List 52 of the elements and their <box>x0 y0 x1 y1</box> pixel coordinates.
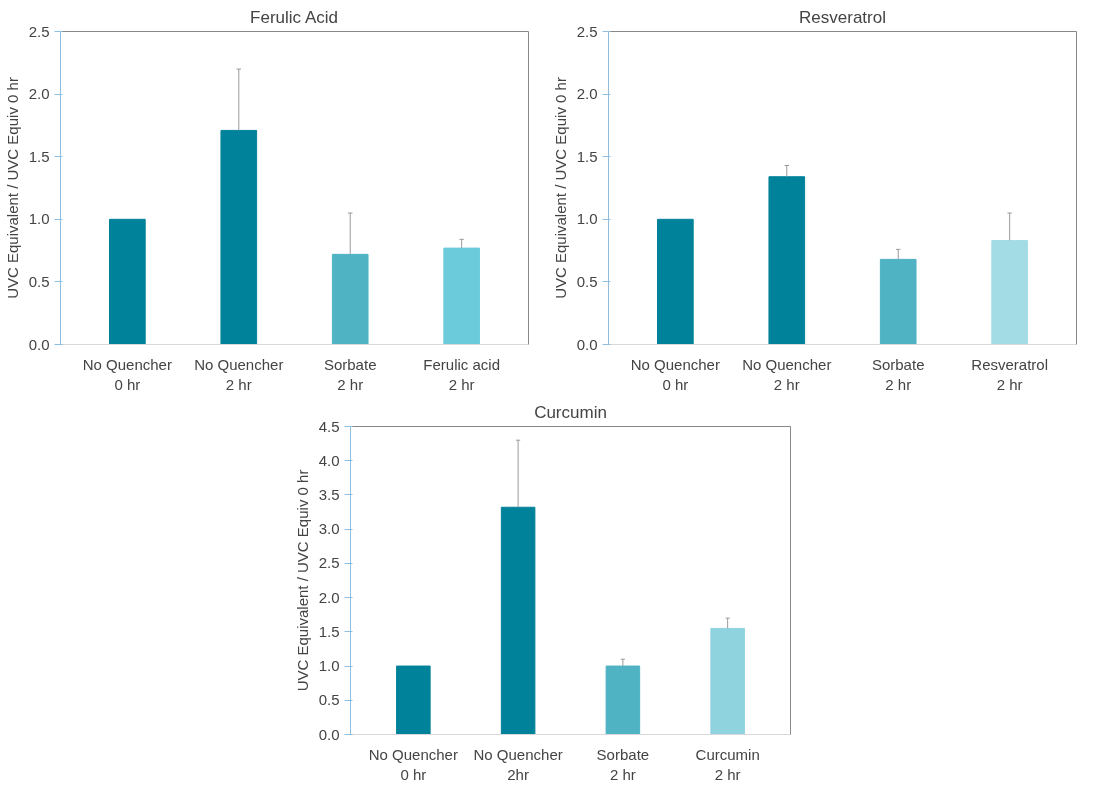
x-tick-label: No Quencher 2 hr <box>194 355 284 393</box>
y-tick-label: 1.0 <box>28 210 50 228</box>
chart-title: Resveratrol <box>799 7 886 27</box>
bar <box>331 253 369 345</box>
y-tick-label: 1.5 <box>28 147 50 165</box>
bar <box>220 129 258 345</box>
bar <box>396 665 431 735</box>
y-tick-label: 2.0 <box>28 85 50 103</box>
bar <box>443 247 480 345</box>
bar <box>991 240 1028 345</box>
chart-title: Ferulic Acid <box>250 7 338 27</box>
x-tick-label: No Quencher 2hr <box>473 745 563 783</box>
bar <box>710 627 745 735</box>
y-tick-label: 1.5 <box>576 147 598 165</box>
bar <box>657 218 694 345</box>
x-tick-label: Resveratrol 2 hr <box>971 355 1048 393</box>
y-tick-label: 1.0 <box>576 210 598 228</box>
y-tick-label: 0.5 <box>576 272 598 290</box>
y-axis-title: UVC Equivalent / UVC Equiv 0 hr <box>551 77 569 299</box>
y-tick-label: 2.0 <box>576 85 598 103</box>
x-tick-label: Curcumin 2 hr <box>695 745 760 783</box>
x-tick-label: No Quencher 0 hr <box>630 355 720 393</box>
y-tick-label: 1.5 <box>318 622 340 640</box>
y-tick-label: 3.5 <box>318 485 340 503</box>
x-tick-label: Ferulic acid 2 hr <box>423 355 500 393</box>
chart-title: Curcumin <box>534 402 607 422</box>
y-tick-label: 0.5 <box>28 272 50 290</box>
x-tick-label: Sorbate 2 hr <box>323 355 377 393</box>
y-tick-label: 0.5 <box>318 691 340 709</box>
x-tick-label: Sorbate 2 hr <box>596 745 650 783</box>
x-tick-label: No Quencher 2 hr <box>742 355 832 393</box>
y-axis-title: UVC Equivalent / UVC Equiv 0 hr <box>293 469 311 692</box>
x-tick-label: No Quencher 0 hr <box>368 745 458 783</box>
y-tick-label: 0.0 <box>576 335 598 353</box>
bar <box>109 218 146 345</box>
y-tick-label: 2.5 <box>28 22 50 40</box>
y-tick-label: 2.0 <box>318 588 340 606</box>
y-tick-label: 3.0 <box>318 520 340 538</box>
x-tick-label: Sorbate 2 hr <box>871 355 925 393</box>
bar <box>605 665 641 735</box>
y-tick-label: 2.5 <box>576 22 598 40</box>
y-axis-title: UVC Equivalent / UVC Equiv 0 hr <box>3 77 21 299</box>
x-tick-label: No Quencher 0 hr <box>82 355 172 393</box>
y-tick-label: 1.0 <box>318 657 340 675</box>
bar <box>768 176 806 345</box>
y-tick-label: 2.5 <box>318 554 340 572</box>
y-tick-label: 4.0 <box>318 451 340 469</box>
y-tick-label: 4.5 <box>318 417 340 435</box>
y-tick-label: 0.0 <box>28 335 50 353</box>
y-tick-label: 0.0 <box>318 725 340 743</box>
bar <box>879 258 917 345</box>
bar <box>500 506 536 735</box>
